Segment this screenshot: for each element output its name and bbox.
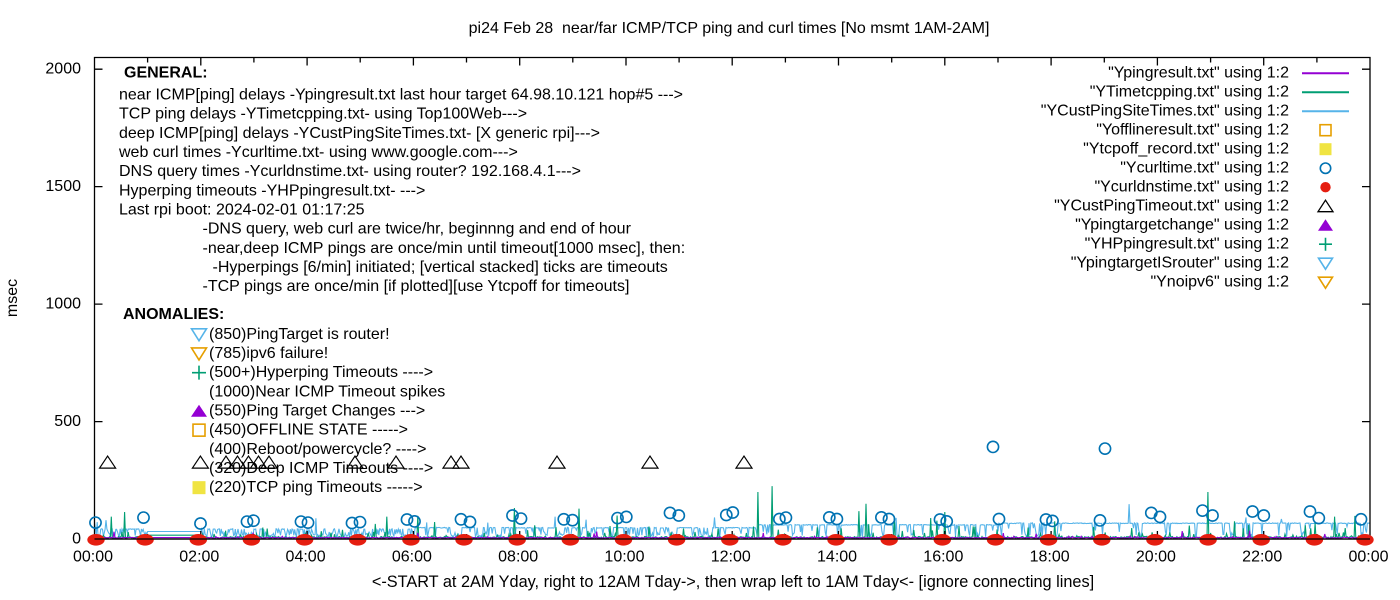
svg-text:1000: 1000: [45, 296, 81, 313]
svg-text:DNS query times -Ycurldnstime.: DNS query times -Ycurldnstime.txt- using…: [119, 163, 581, 180]
svg-text:500: 500: [54, 413, 81, 430]
svg-text:-near,deep ICMP pings are once: -near,deep ICMP pings are once/min until…: [203, 240, 686, 257]
svg-text:"YCustPingTimeout.txt" using 1: "YCustPingTimeout.txt" using 1:2: [1054, 198, 1289, 215]
svg-text:16:00: 16:00: [923, 549, 963, 566]
svg-text:pi24 Feb 28 near/far ICMP/TCP: pi24 Feb 28 near/far ICMP/TCP ping and c…: [469, 20, 990, 37]
svg-text:TCP ping delays -YTimetcpping.: TCP ping delays -YTimetcpping.txt- using…: [119, 106, 527, 123]
svg-text:(785)ipv6 failure!: (785)ipv6 failure!: [209, 345, 328, 362]
svg-text:18:00: 18:00: [1030, 549, 1070, 566]
svg-text:04:00: 04:00: [286, 549, 326, 566]
svg-text:(400)Reboot/powercycle? ---->: (400)Reboot/powercycle? ---->: [209, 441, 426, 458]
svg-text:14:00: 14:00: [817, 549, 857, 566]
svg-text:Hyperping timeouts -YHPpingres: Hyperping timeouts -YHPpingresult.txt- -…: [119, 182, 425, 199]
svg-text:00:00: 00:00: [73, 549, 113, 566]
svg-text:<-START at 2AM Yday, right to: <-START at 2AM Yday, right to 12AM Tday-…: [372, 573, 1094, 591]
svg-text:1500: 1500: [45, 178, 81, 195]
svg-text:(850)PingTarget is router!: (850)PingTarget is router!: [209, 326, 390, 343]
svg-text:msec: msec: [4, 279, 21, 317]
svg-text:(550)Ping Target Changes --->: (550)Ping Target Changes --->: [209, 402, 425, 419]
svg-text:ANOMALIES:: ANOMALIES:: [123, 306, 224, 323]
svg-text:"YpingtargetISrouter" using 1:: "YpingtargetISrouter" using 1:2: [1071, 255, 1289, 272]
svg-text:0: 0: [72, 531, 81, 548]
svg-text:-DNS query, web curl are twice: -DNS query, web curl are twice/hr, begin…: [203, 221, 632, 238]
svg-text:00:00: 00:00: [1348, 549, 1388, 566]
svg-text:-Hyperpings [6/min] initiated;: -Hyperpings [6/min] initiated; [vertical…: [213, 259, 668, 276]
svg-text:(1000)Near ICMP Timeout spikes: (1000)Near ICMP Timeout spikes: [209, 383, 445, 400]
svg-text:02:00: 02:00: [179, 549, 219, 566]
svg-text:12:00: 12:00: [711, 549, 751, 566]
svg-text:"Ycurldnstime.txt" using 1:2: "Ycurldnstime.txt" using 1:2: [1094, 179, 1289, 196]
svg-text:"Ytcpoff_record.txt" using 1:2: "Ytcpoff_record.txt" using 1:2: [1083, 141, 1289, 158]
svg-text:deep ICMP[ping] delays -YCustP: deep ICMP[ping] delays -YCustPingSiteTim…: [119, 125, 600, 142]
svg-text:(500+)Hyperping Timeouts ---->: (500+)Hyperping Timeouts ---->: [209, 364, 433, 381]
svg-text:"YHPpingresult.txt" using 1:2: "YHPpingresult.txt" using 1:2: [1085, 236, 1289, 253]
svg-text:Last rpi boot: 2024-02-01 01:1: Last rpi boot: 2024-02-01 01:17:25: [119, 202, 365, 219]
svg-text:(220)TCP ping Timeouts ----->: (220)TCP ping Timeouts ----->: [209, 479, 423, 496]
svg-text:"Ynoipv6" using 1:2: "Ynoipv6" using 1:2: [1150, 274, 1289, 291]
svg-text:"Ycurltime.txt" using 1:2: "Ycurltime.txt" using 1:2: [1120, 160, 1289, 177]
svg-text:08:00: 08:00: [498, 549, 538, 566]
svg-text:"YCustPingSiteTimes.txt" using: "YCustPingSiteTimes.txt" using 1:2: [1041, 103, 1289, 120]
svg-text:-TCP pings are once/min [if pl: -TCP pings are once/min [if plotted][use…: [203, 278, 630, 295]
svg-text:"YTimetcpping.txt" using 1:2: "YTimetcpping.txt" using 1:2: [1090, 84, 1289, 101]
svg-text:2000: 2000: [45, 61, 81, 78]
svg-text:(450)OFFLINE STATE ----->: (450)OFFLINE STATE ----->: [209, 422, 408, 439]
svg-text:near ICMP[ping] delays -Ypingr: near ICMP[ping] delays -Ypingresult.txt …: [119, 87, 683, 104]
svg-text:06:00: 06:00: [392, 549, 432, 566]
svg-text:22:00: 22:00: [1242, 549, 1282, 566]
svg-text:GENERAL:: GENERAL:: [124, 65, 208, 82]
svg-text:(320)Deep ICMP Timeouts ---->: (320)Deep ICMP Timeouts ---->: [209, 460, 433, 477]
svg-text:10:00: 10:00: [604, 549, 644, 566]
svg-text:web curl times -Ycurltime.txt-: web curl times -Ycurltime.txt- using www…: [118, 144, 518, 161]
svg-text:"Yofflineresult.txt" using 1:2: "Yofflineresult.txt" using 1:2: [1096, 122, 1289, 139]
svg-text:"Ypingresult.txt" using 1:2: "Ypingresult.txt" using 1:2: [1108, 65, 1289, 82]
svg-text:"Ypingtargetchange" using 1:2: "Ypingtargetchange" using 1:2: [1075, 217, 1289, 234]
svg-text:20:00: 20:00: [1136, 549, 1176, 566]
